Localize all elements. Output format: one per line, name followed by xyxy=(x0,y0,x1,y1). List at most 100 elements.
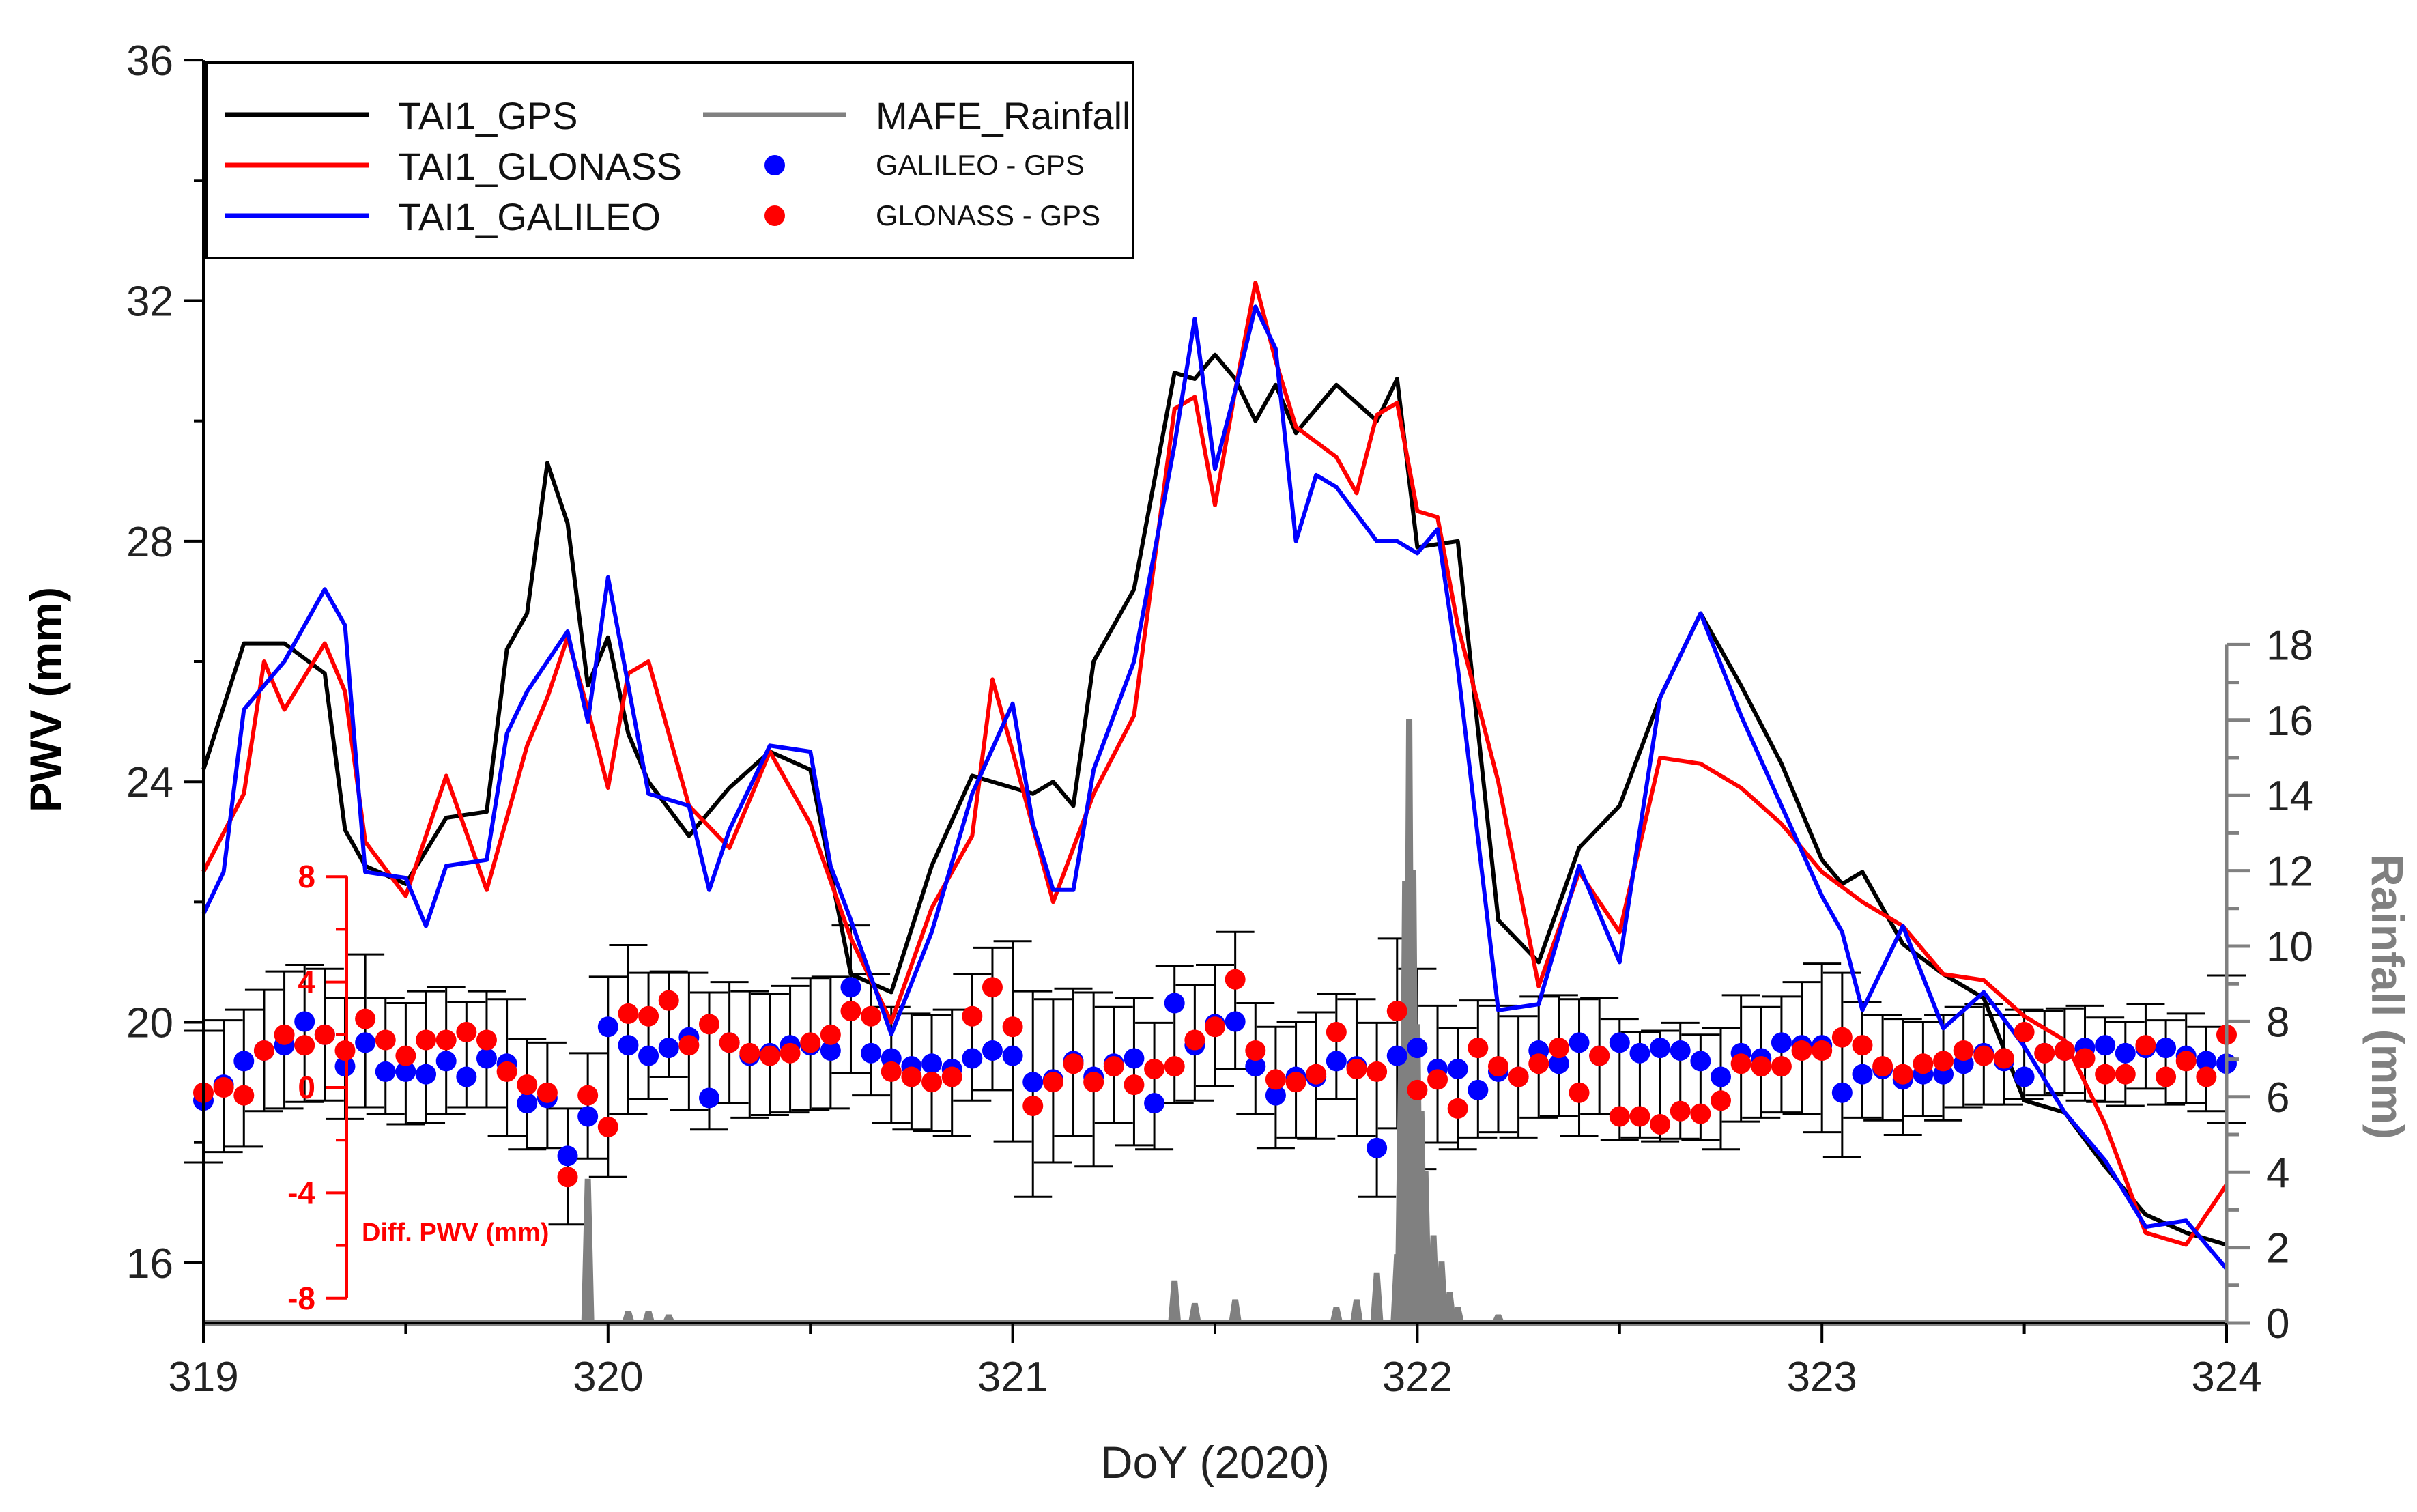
dot-glonass-gps xyxy=(2175,1051,2197,1072)
dot-galileo-gps xyxy=(1629,1042,1650,1064)
dot-glonass-gps xyxy=(213,1077,234,1098)
dot-galileo-gps xyxy=(861,1042,882,1064)
dot-glonass-gps xyxy=(780,1042,801,1064)
x-tick-label: 319 xyxy=(168,1354,238,1401)
dot-glonass-gps xyxy=(375,1029,396,1051)
dot-galileo-gps xyxy=(1124,1048,1145,1069)
dot-glonass-gps xyxy=(719,1032,740,1053)
dot-galileo-gps xyxy=(597,1016,618,1038)
dot-galileo-gps xyxy=(557,1145,578,1167)
x-tick-label: 323 xyxy=(1786,1354,1857,1401)
dot-galileo-gps xyxy=(355,1032,376,1053)
dot-galileo-gps xyxy=(840,977,861,998)
legend-label: TAI1_GLONASS xyxy=(398,145,682,188)
x-tick-label: 322 xyxy=(1382,1354,1453,1401)
legend-label: GALILEO - GPS xyxy=(876,149,1085,181)
dot-galileo-gps xyxy=(2196,1051,2217,1072)
dot-glonass-gps xyxy=(1711,1090,1731,1111)
dot-glonass-gps xyxy=(2135,1035,2156,1056)
dot-glonass-gps xyxy=(962,1005,983,1027)
dot-galileo-gps xyxy=(294,1011,315,1032)
y-axis-label: PWV (mm) xyxy=(20,587,71,812)
diff-tick-label: 0 xyxy=(298,1070,315,1105)
dot-galileo-gps xyxy=(2115,1042,2136,1064)
dot-glonass-gps xyxy=(1508,1066,1529,1087)
dot-glonass-gps xyxy=(800,1032,821,1053)
dot-glonass-gps xyxy=(699,1014,719,1035)
dot-glonass-gps xyxy=(1852,1035,1873,1056)
y2-tick-label: 4 xyxy=(2266,1150,2289,1197)
dot-glonass-gps xyxy=(1751,1056,1772,1077)
dot-glonass-gps xyxy=(355,1008,376,1029)
line-tai1_galileo xyxy=(201,304,2229,1270)
dot-glonass-gps xyxy=(1528,1053,1549,1074)
dot-glonass-gps xyxy=(658,990,679,1011)
dot-galileo-gps xyxy=(658,1038,679,1059)
y-tick-label: 36 xyxy=(126,38,173,85)
y2-tick-label: 12 xyxy=(2266,848,2313,896)
dot-galileo-gps xyxy=(962,1048,983,1069)
dot-glonass-gps xyxy=(1022,1096,1044,1117)
dot-galileo-gps xyxy=(638,1045,659,1066)
dot-glonass-gps xyxy=(1002,1016,1023,1038)
dot-galileo-gps xyxy=(476,1048,497,1069)
dot-glonass-gps xyxy=(1144,1058,1165,1079)
dot-glonass-gps xyxy=(1913,1053,1934,1074)
dot-galileo-gps xyxy=(1670,1040,1691,1061)
dot-galileo-gps xyxy=(921,1053,943,1074)
y2-tick-label: 14 xyxy=(2266,773,2313,820)
dot-galileo-gps xyxy=(1326,1051,1347,1072)
y-tick-label: 28 xyxy=(126,519,173,566)
dot-galileo-gps xyxy=(1144,1093,1165,1114)
dot-glonass-gps xyxy=(1245,1040,1266,1061)
dot-glonass-gps xyxy=(1407,1079,1428,1100)
dot-glonass-gps xyxy=(982,977,1003,998)
dot-glonass-gps xyxy=(1812,1040,1833,1061)
dot-glonass-gps xyxy=(618,1003,639,1024)
dot-glonass-gps xyxy=(1569,1082,1590,1103)
dot-glonass-gps xyxy=(517,1074,538,1096)
dot-glonass-gps xyxy=(2196,1066,2217,1087)
dot-glonass-gps xyxy=(759,1045,780,1066)
x-axis-label: DoY (2020) xyxy=(1100,1437,1330,1487)
dot-galileo-gps xyxy=(1548,1053,1569,1074)
dot-glonass-gps xyxy=(1306,1064,1327,1085)
dot-glonass-gps xyxy=(314,1024,335,1045)
y-tick-label: 32 xyxy=(126,278,173,325)
dot-glonass-gps xyxy=(577,1085,599,1106)
dot-glonass-gps xyxy=(1730,1053,1751,1074)
dot-glonass-gps xyxy=(2115,1064,2136,1085)
dot-galileo-gps xyxy=(1386,1045,1407,1066)
dot-glonass-gps xyxy=(456,1021,477,1042)
dot-galileo-gps xyxy=(1690,1051,1711,1072)
dot-glonass-gps xyxy=(496,1061,517,1082)
line-tai1_gps xyxy=(201,352,2227,1247)
dot-glonass-gps xyxy=(1346,1058,1367,1079)
dot-glonass-gps xyxy=(1872,1056,1893,1077)
dot-glonass-gps xyxy=(476,1029,497,1051)
dot-glonass-gps xyxy=(1690,1103,1711,1124)
dot-galileo-gps xyxy=(1447,1058,1468,1079)
dot-glonass-gps xyxy=(820,1024,841,1045)
dot-glonass-gps xyxy=(739,1042,760,1064)
dot-galileo-gps xyxy=(982,1040,1003,1061)
dot-glonass-gps xyxy=(921,1072,943,1093)
y-tick-label: 16 xyxy=(126,1240,173,1287)
dot-galileo-gps xyxy=(334,1056,356,1077)
dot-glonass-gps xyxy=(2014,1021,2035,1042)
dot-glonass-gps xyxy=(1164,1056,1185,1077)
dot-galileo-gps xyxy=(233,1051,255,1072)
dot-glonass-gps xyxy=(1326,1021,1347,1042)
dot-glonass-gps xyxy=(901,1066,922,1087)
dot-glonass-gps xyxy=(1265,1069,1286,1090)
dot-galileo-gps xyxy=(395,1061,416,1082)
dot-glonass-gps xyxy=(638,1005,659,1027)
dot-glonass-gps xyxy=(1589,1045,1610,1066)
dot-glonass-gps xyxy=(1367,1061,1388,1082)
dot-glonass-gps xyxy=(2156,1066,2177,1087)
y2-tick-label: 2 xyxy=(2266,1225,2289,1272)
dot-glonass-gps xyxy=(274,1024,295,1045)
dot-galileo-gps xyxy=(1164,993,1185,1014)
legend: TAI1_GPS TAI1_GLONASS TAI1_GALILEO MAFE_Rai… xyxy=(205,61,1134,259)
